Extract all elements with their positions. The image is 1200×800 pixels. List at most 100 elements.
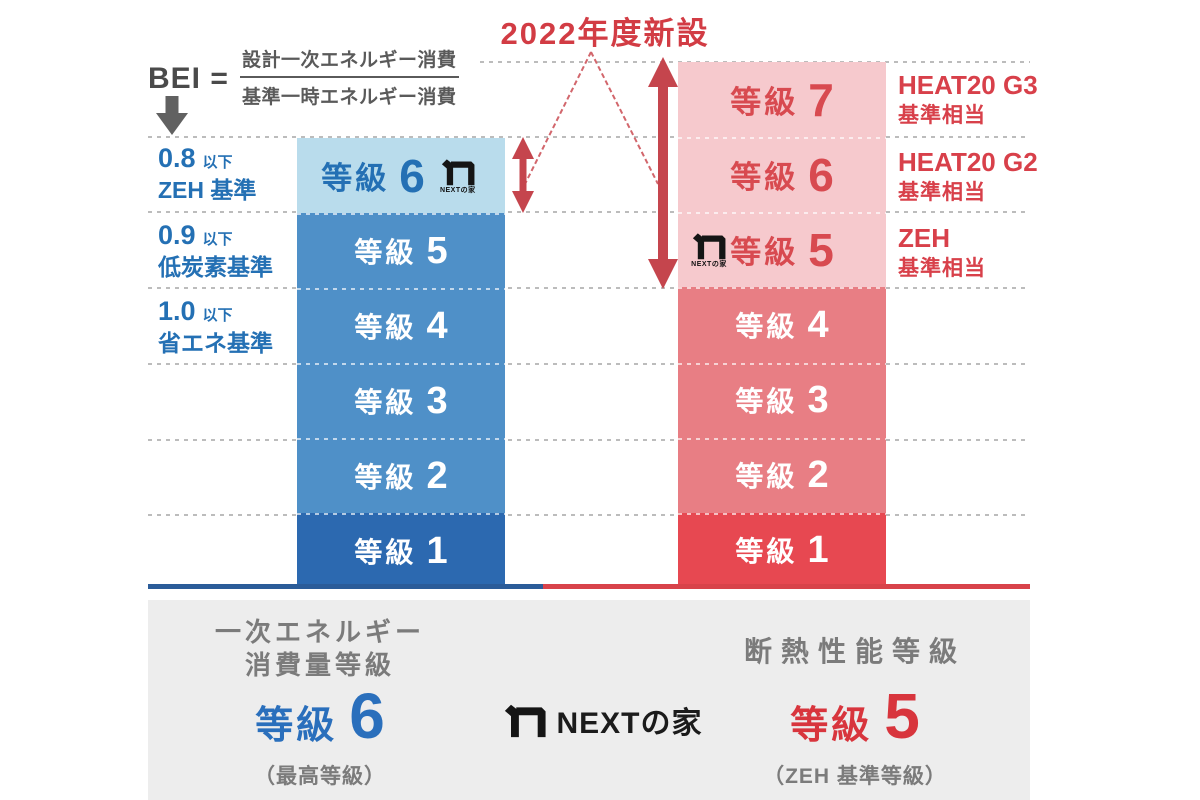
- gridline: [148, 287, 1030, 289]
- row-separator: [297, 512, 505, 515]
- footer-right-grade: 等級 5: [705, 680, 1005, 752]
- grade-number: 4: [426, 304, 448, 347]
- heat-label-line1: ZEH: [898, 223, 950, 253]
- next-house-icon: [441, 158, 475, 185]
- gridline: [148, 363, 1030, 365]
- grade-number: 6: [399, 149, 425, 202]
- bar-row-grade2: 等級 2: [678, 437, 886, 513]
- bar-row-grade6: 等級 6: [678, 137, 886, 213]
- grade-number: 6: [349, 680, 385, 752]
- grade-number: 5: [808, 223, 834, 276]
- grade-label: 等級: [735, 461, 798, 493]
- row-separator: [297, 213, 505, 215]
- footer-left-category-line1: 一次エネルギー: [214, 617, 425, 647]
- grade-label: 等級: [354, 536, 417, 568]
- grade-label: 等級: [354, 386, 417, 418]
- new-grade-arrow-large-icon: [648, 57, 678, 289]
- heat-label-line2: 基準相当: [898, 104, 986, 128]
- grade-number: 1: [426, 529, 448, 572]
- bar-row-grade1: 等級 1: [297, 513, 505, 588]
- row-separator: [678, 437, 886, 440]
- grade-label: 等級: [730, 235, 799, 271]
- connector-lines: [523, 51, 659, 187]
- grade-label: 等級: [790, 705, 873, 747]
- grade-number: 2: [807, 454, 829, 497]
- grade-label: 等級: [354, 236, 417, 268]
- row-separator: [297, 363, 505, 365]
- footer-left-category: 一次エネルギー 消費量等級: [170, 616, 470, 682]
- heat20-g2-label: HEAT20 G2 基準相当: [898, 147, 1073, 205]
- heat-label-line2: 基準相当: [898, 181, 986, 205]
- baseline-blue: [148, 584, 543, 589]
- next-home-logo: NEXTの家: [686, 232, 732, 268]
- footer-right-category: 断熱性能等級: [743, 636, 966, 667]
- formula-numerator: 設計一次エネルギー消費: [240, 45, 459, 78]
- grade-number: 5: [426, 229, 448, 272]
- row-separator: [678, 362, 886, 365]
- footer-center-logo: NEXTの家: [503, 698, 703, 742]
- bar-row-grade4: 等級 4: [678, 287, 886, 363]
- grade-label: 等級: [735, 536, 798, 568]
- baseline-red: [543, 584, 1030, 589]
- bei-label: BEI =: [148, 62, 229, 95]
- axis-name: ZEH 基準: [158, 176, 257, 203]
- bar-row-grade3: 等級 3: [297, 363, 505, 438]
- axis-name: 省エネ基準: [158, 329, 273, 356]
- page-title: 2022年度新設: [500, 16, 710, 51]
- bar-row-grade3: 等級 3: [678, 362, 886, 438]
- grade-label: 等級: [321, 161, 390, 196]
- axis-suffix: 以下: [202, 154, 233, 171]
- grade-number: 6: [808, 148, 834, 201]
- footer-left-note: （最高等級）: [254, 765, 386, 788]
- new-grade-arrow-small-icon: [512, 137, 534, 213]
- footer-left-grade: 等級 6: [170, 680, 470, 752]
- bar-row-grade7: 等級 7: [678, 62, 886, 138]
- gridline: [148, 136, 1030, 138]
- grade-number: 7: [808, 73, 834, 126]
- axis-value: 1.0: [158, 296, 196, 326]
- axis-label-zeh: 0.8 以下 ZEH 基準: [158, 142, 338, 205]
- bar-row-grade4: 等級 4: [297, 288, 505, 363]
- logo-text: NEXTの家: [556, 707, 703, 740]
- footer-right-note: （ZEH 基準等級）: [763, 765, 947, 788]
- heat20-g3-label: HEAT20 G3 基準相当: [898, 70, 1073, 128]
- axis-name: 低炭素基準: [158, 253, 273, 280]
- grade-number: 2: [426, 454, 448, 497]
- row-separator: [297, 438, 505, 440]
- grade-number: 3: [426, 379, 448, 422]
- grade-label: 等級: [730, 85, 799, 121]
- heat-label-line1: HEAT20 G3: [898, 70, 1038, 100]
- next-home-logo: NEXTの家: [435, 158, 481, 194]
- row-separator: [678, 212, 886, 215]
- grade-label: 等級: [735, 310, 798, 342]
- axis-suffix: 以下: [202, 231, 233, 248]
- axis-label-energy-saving: 1.0 以下 省エネ基準: [158, 295, 338, 358]
- footer-left-category-line2: 消費量等級: [244, 650, 395, 680]
- heat-label-line2: 基準相当: [898, 257, 986, 281]
- grade-number: 5: [884, 680, 920, 752]
- grade-label: 等級: [354, 461, 417, 493]
- bar-row-grade5: 等級 5: [297, 213, 505, 288]
- bar-row-grade6: 等級 6 NEXTの家: [297, 138, 505, 213]
- axis-label-low-carbon: 0.9 以下 低炭素基準: [158, 219, 338, 282]
- logo-text: NEXTの家: [439, 186, 476, 194]
- formula-denominator: 基準一時エネルギー消費: [242, 87, 457, 108]
- insulation-performance-bar: 等級 7 等級 6 NEXTの家 等級 5 等級 4 等級 3: [678, 62, 886, 588]
- gridline: [148, 439, 1030, 441]
- logo-text: NEXTの家: [691, 260, 727, 268]
- bar-row-grade2: 等級 2: [297, 438, 505, 513]
- axis-value: 0.8: [158, 143, 196, 173]
- grade-number: 1: [807, 529, 829, 572]
- gridline: [148, 514, 1030, 516]
- bar-row-grade1: 等級 1: [678, 512, 886, 588]
- grade-label: 等級: [255, 705, 338, 747]
- bei-formula: 設計一次エネルギー消費 基準一時エネルギー消費: [240, 45, 459, 109]
- footer: 一次エネルギー 消費量等級 等級 6 （最高等級） NEXTの家 断熱性能等級 …: [148, 600, 1030, 800]
- axis-suffix: 以下: [202, 307, 233, 324]
- next-house-icon: [692, 233, 726, 260]
- next-house-icon: [505, 704, 547, 737]
- row-separator: [678, 512, 886, 515]
- grade-number: 3: [807, 379, 829, 422]
- bar-row-grade5: NEXTの家 等級 5: [678, 212, 886, 288]
- grade-label: 等級: [730, 160, 799, 196]
